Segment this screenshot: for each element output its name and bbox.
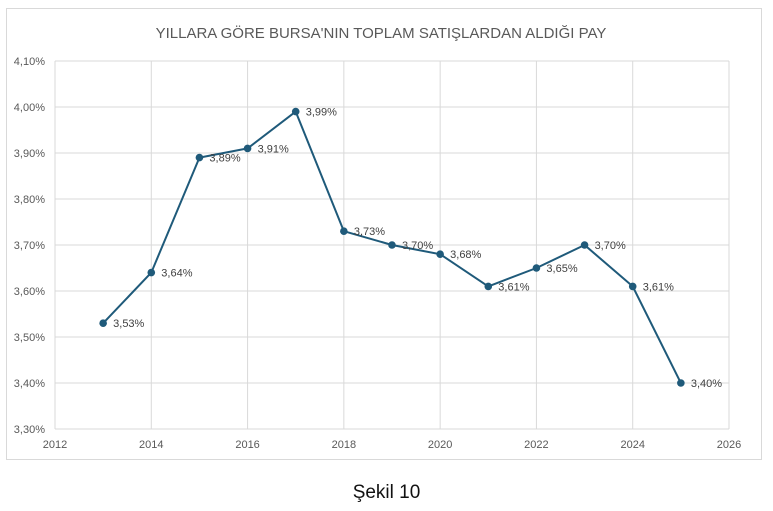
- y-tick-label: 3,50%: [14, 332, 45, 344]
- data-label: 3,61%: [643, 281, 674, 293]
- data-label: 3,68%: [450, 249, 481, 261]
- data-label: 3,53%: [113, 318, 144, 330]
- y-tick-label: 3,90%: [14, 148, 45, 160]
- data-point: [388, 241, 396, 249]
- y-tick-label: 3,60%: [14, 286, 45, 298]
- grid: [54, 60, 730, 430]
- axes: 3,30% 3,40% 3,50% 3,60% 3,70% 3,80% 3,90% 4,00%…: [14, 56, 741, 451]
- chart-title: YILLARA GÖRE BURSA'NIN TOPLAM SATIŞLARDA…: [156, 24, 607, 42]
- data-point: [436, 250, 444, 258]
- line-chart: YILLARA GÖRE BURSA'NIN TOPLAM SATIŞLARDA…: [14, 24, 741, 451]
- data-point: [340, 227, 348, 235]
- x-tick-label: 2018: [332, 439, 356, 451]
- data-label: 3,40%: [691, 378, 722, 390]
- data-points: [99, 107, 685, 387]
- data-labels: 3,53% 3,64% 3,89% 3,91% 3,99% 3,73% 3,70% 3,68%…: [113, 107, 722, 390]
- y-tick-label: 3,80%: [14, 194, 45, 206]
- data-label: 3,99%: [306, 107, 337, 119]
- data-label: 3,65%: [546, 263, 577, 275]
- data-label: 3,91%: [258, 143, 289, 155]
- data-point: [677, 379, 685, 387]
- data-point: [532, 264, 541, 272]
- chart-frame: [6, 8, 762, 460]
- y-tick-label: 4,00%: [14, 102, 45, 114]
- y-tick-label: 3,40%: [14, 378, 45, 390]
- data-point: [243, 144, 252, 153]
- x-tick-label: 2016: [235, 439, 259, 451]
- data-label: 3,89%: [209, 153, 240, 165]
- x-tick-label: 2026: [717, 439, 741, 451]
- data-label: 3,73%: [354, 226, 385, 238]
- data-point: [99, 319, 107, 328]
- x-tick-label: 2024: [620, 439, 644, 451]
- data-point: [484, 282, 493, 291]
- data-point: [291, 107, 300, 116]
- figure-caption: Şekil 10: [352, 482, 421, 503]
- data-point: [195, 153, 204, 162]
- y-tick-label: 4,10%: [14, 56, 45, 68]
- x-tick-label: 2022: [524, 439, 548, 451]
- data-label: 3,61%: [498, 281, 529, 293]
- y-tick-label: 3,70%: [14, 240, 45, 252]
- data-label: 3,64%: [161, 268, 192, 280]
- data-label: 3,70%: [595, 240, 626, 252]
- x-tick-label: 2020: [428, 439, 452, 451]
- y-tick-label: 3,30%: [14, 424, 45, 436]
- data-point: [147, 268, 156, 277]
- data-label: 3,70%: [402, 240, 433, 252]
- data-point: [580, 241, 589, 249]
- x-tick-label: 2014: [139, 439, 163, 451]
- data-point: [628, 282, 637, 291]
- x-tick-label: 2012: [43, 439, 67, 451]
